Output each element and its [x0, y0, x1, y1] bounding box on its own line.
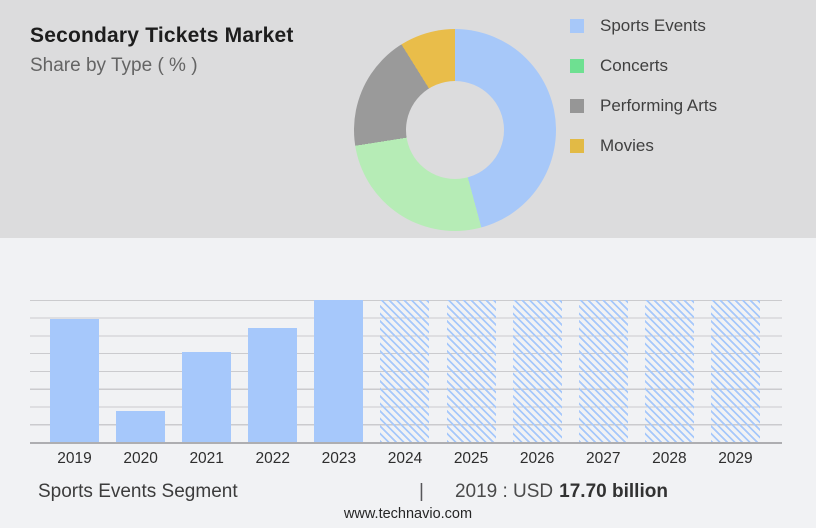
forecast-bar-2024 — [380, 300, 430, 442]
legend-label: Performing Arts — [600, 96, 718, 115]
legend-item: Movies — [570, 126, 717, 166]
x-axis-label: 2027 — [586, 450, 621, 467]
legend-swatch — [570, 19, 584, 33]
x-axis-labels: 2019 2020 2021 2022 2023 2024 2025 2026 2027 2028… — [30, 450, 782, 468]
donut-hole — [406, 81, 504, 179]
share-panel: Secondary Tickets Market Share by Type (… — [0, 0, 816, 238]
bar-2023 — [314, 300, 364, 442]
separator-bar: | — [419, 481, 424, 502]
market-size-panel: 2019 2020 2021 2022 2023 2024 2025 2026 2027 2028… — [0, 238, 816, 528]
market-value-prefix: 2019 : USD — [454, 481, 554, 502]
legend-item: Concerts — [570, 46, 717, 86]
page-subtitle: Share by Type ( % ) — [30, 55, 198, 76]
forecast-bar-2025 — [446, 300, 496, 442]
market-value-row: | 2019 : USD 17.70 billion — [419, 481, 668, 503]
legend-item: Performing Arts — [570, 86, 717, 126]
legend-label: Sports Events — [600, 16, 706, 35]
x-axis-label: 2024 — [387, 450, 423, 467]
legend-item: Sports Events — [570, 6, 717, 46]
x-axis-label: 2029 — [718, 450, 753, 467]
forecast-bar-2028 — [644, 300, 694, 442]
bar-chart-plot-area — [30, 300, 782, 444]
title-block: Secondary Tickets Market Share by Type (… — [30, 24, 294, 77]
x-axis-label: 2020 — [123, 450, 158, 467]
x-axis-label: 2028 — [652, 450, 687, 467]
legend-label: Movies — [600, 136, 654, 155]
legend-swatch — [570, 59, 584, 73]
legend-swatch — [570, 99, 584, 113]
x-axis-label: 2025 — [453, 450, 489, 467]
x-axis-label: 2026 — [519, 450, 555, 467]
market-value: 17.70 billion — [559, 481, 668, 502]
chart-legend: Sports Events Concerts Performing Arts Movi… — [570, 6, 717, 166]
x-axis-label: 2021 — [189, 450, 224, 467]
legend-label: Concerts — [600, 56, 669, 75]
legend-swatch — [570, 139, 584, 153]
bar-2019 — [50, 319, 99, 442]
bar-2021 — [182, 351, 232, 442]
bar-2020 — [116, 411, 166, 442]
x-axis-label: 2019 — [57, 450, 92, 467]
x-axis-label: 2022 — [255, 450, 291, 467]
forecast-bar-2029 — [710, 300, 760, 442]
bar-2022 — [248, 327, 298, 442]
forecast-bar-2027 — [578, 300, 628, 442]
bar-series — [30, 300, 782, 442]
segment-label: Sports Events Segment — [38, 481, 238, 502]
x-axis-label: 2023 — [321, 450, 357, 467]
page-title: Secondary Tickets Market — [30, 24, 294, 47]
donut-chart — [354, 29, 556, 231]
forecast-bar-2026 — [512, 300, 562, 442]
website-url: www.technavio.com — [343, 506, 473, 522]
